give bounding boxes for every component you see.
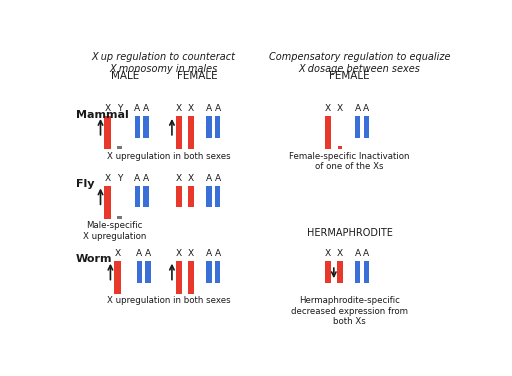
Bar (176, 185, 182, 207)
Text: X upregulation in both sexes: X upregulation in both sexes (108, 152, 231, 161)
Text: A: A (145, 249, 151, 258)
Text: Hermaphrodite-specific
decreased expression from
both Xs: Hermaphrodite-specific decreased express… (291, 296, 408, 326)
Bar (355, 261, 360, 282)
Text: X: X (176, 174, 182, 183)
Text: X: X (188, 104, 194, 113)
Text: X: X (176, 104, 182, 113)
Bar (104, 116, 111, 149)
Text: A: A (143, 104, 149, 113)
Bar (176, 261, 182, 294)
Text: X upregulation in both sexes: X upregulation in both sexes (108, 296, 231, 305)
Bar (188, 116, 194, 149)
Text: X: X (104, 174, 111, 183)
Bar (337, 146, 342, 149)
Text: X: X (337, 249, 343, 258)
Text: A: A (206, 104, 212, 113)
Bar (355, 116, 360, 138)
Text: A: A (143, 174, 149, 183)
Text: A: A (215, 104, 221, 113)
Text: A: A (215, 174, 221, 183)
Bar (364, 261, 369, 282)
Bar (117, 146, 122, 149)
Bar (215, 261, 220, 282)
Text: Fly: Fly (76, 179, 94, 189)
Bar (104, 185, 111, 219)
Bar (135, 116, 140, 138)
Text: X: X (176, 249, 182, 258)
Bar (176, 116, 182, 149)
Bar (206, 116, 211, 138)
Text: HERMAPHRODITE: HERMAPHRODITE (307, 228, 393, 238)
Text: A: A (206, 174, 212, 183)
Text: FEMALE: FEMALE (329, 71, 370, 80)
Bar (215, 116, 220, 138)
Text: A: A (355, 249, 360, 258)
Bar (364, 116, 369, 138)
Text: X up regulation to counteract
X monosomy in males: X up regulation to counteract X monosomy… (91, 52, 235, 74)
Text: X: X (104, 104, 111, 113)
Bar (336, 261, 343, 282)
Text: MALE: MALE (112, 71, 140, 80)
Bar (206, 185, 211, 207)
Bar (188, 261, 194, 294)
Text: A: A (206, 249, 212, 258)
Bar (325, 261, 331, 282)
Text: X: X (325, 249, 331, 258)
Bar (325, 116, 331, 149)
Bar (145, 261, 151, 282)
Text: X: X (188, 249, 194, 258)
Bar (135, 185, 140, 207)
Text: A: A (364, 249, 370, 258)
Text: Compensatory regulation to equalize
X dosage between sexes: Compensatory regulation to equalize X do… (269, 52, 451, 74)
Text: Y: Y (117, 104, 122, 113)
Bar (137, 261, 142, 282)
Bar (143, 116, 149, 138)
Text: Male-specific
X upregulation: Male-specific X upregulation (83, 221, 146, 241)
Bar (206, 261, 211, 282)
Text: X: X (188, 174, 194, 183)
Text: A: A (134, 174, 140, 183)
Text: X: X (115, 249, 121, 258)
Text: X: X (337, 104, 343, 113)
Text: Mammal: Mammal (76, 110, 129, 120)
Text: A: A (364, 104, 370, 113)
Bar (117, 215, 122, 219)
Text: Y: Y (117, 174, 122, 183)
Text: FEMALE: FEMALE (177, 71, 217, 80)
Text: X: X (325, 104, 331, 113)
Bar (143, 185, 149, 207)
Bar (215, 185, 220, 207)
Bar (188, 185, 194, 207)
Bar (114, 261, 121, 294)
Text: A: A (136, 249, 142, 258)
Text: A: A (355, 104, 360, 113)
Text: Worm: Worm (76, 255, 113, 264)
Text: A: A (134, 104, 140, 113)
Text: A: A (215, 249, 221, 258)
Text: Female-specific Inactivation
of one of the Xs: Female-specific Inactivation of one of t… (289, 152, 410, 171)
